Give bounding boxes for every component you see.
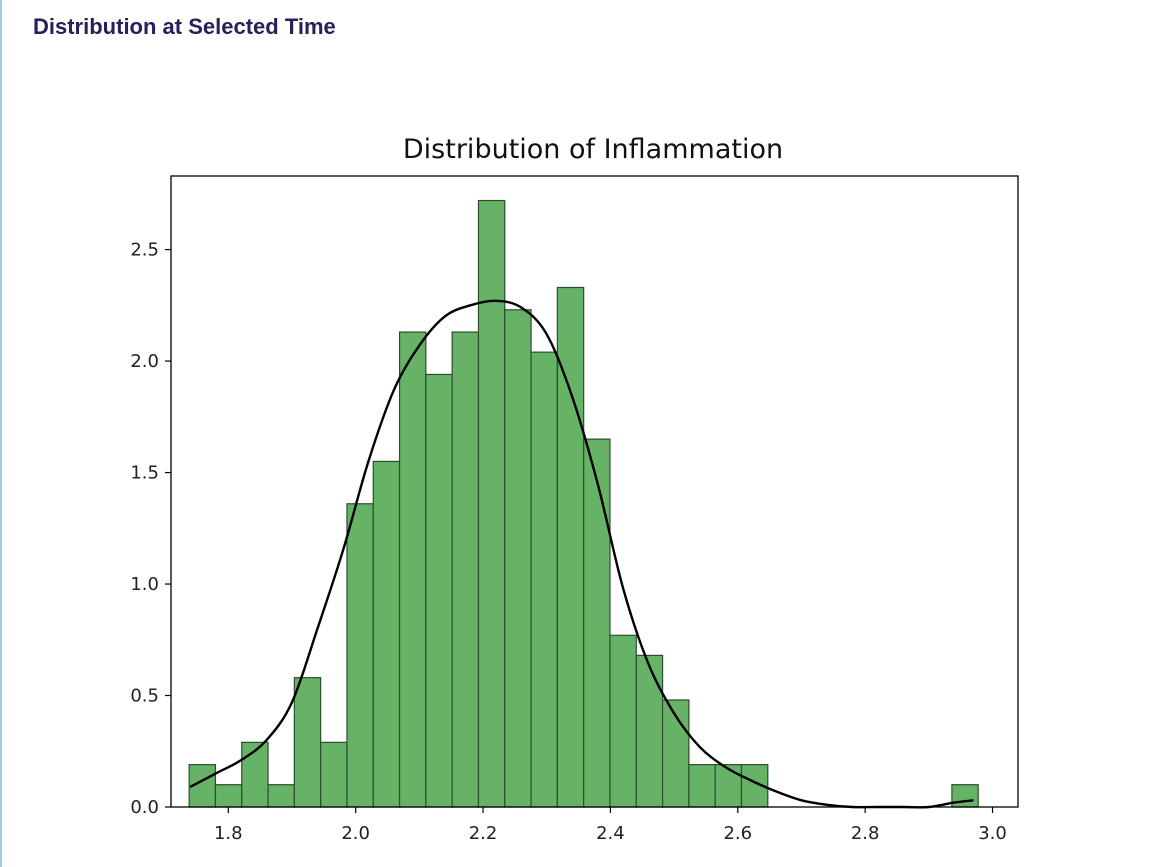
- histogram-bar: [372, 460, 401, 808]
- y-tick-label: 1.5: [130, 463, 159, 484]
- x-tick-label: 2.6: [723, 823, 752, 844]
- histogram-bar: [477, 199, 506, 808]
- histogram-bar: [398, 331, 427, 808]
- histogram-bar: [530, 351, 558, 808]
- axes-group: 1.8 2.0 2.2 2.4 2.6 2.8 3.0 0.0 0.5 1.0 1.5 2.0 2.5: [130, 175, 1019, 844]
- histogram-bar: [583, 438, 611, 808]
- histogram-bar: [241, 741, 269, 808]
- histogram-bar: [609, 634, 637, 808]
- x-tick-label: 2.4: [596, 823, 625, 844]
- plot-frame: [170, 175, 1019, 808]
- histogram-bar: [714, 764, 743, 808]
- y-tick-label: 0.0: [130, 797, 159, 818]
- histogram-bar: [320, 741, 348, 808]
- x-tick-label: 2.0: [341, 823, 370, 844]
- x-tick-label: 2.2: [469, 823, 498, 844]
- x-tick-label: 1.8: [214, 823, 243, 844]
- y-tick-label: 2.0: [130, 351, 159, 372]
- y-tick-label: 2.5: [130, 240, 159, 261]
- histogram-bar: [267, 784, 295, 808]
- histogram-bar: [346, 503, 374, 808]
- histogram-bar: [951, 784, 979, 808]
- histogram-bar: [214, 784, 243, 808]
- left-border: [0, 0, 2, 867]
- section-title: Distribution at Selected Time: [33, 14, 336, 39]
- y-tick-label: 1.0: [130, 574, 159, 595]
- chart-title: Distribution of Inflammation: [403, 134, 783, 165]
- histogram-bar: [556, 286, 585, 808]
- histogram-bar: [451, 331, 480, 808]
- y-tick-label: 0.5: [130, 686, 159, 707]
- histogram-bar: [635, 654, 664, 808]
- x-tick-label: 3.0: [978, 823, 1007, 844]
- histogram-bar: [425, 373, 453, 808]
- histogram-bar: [504, 309, 532, 808]
- histogram-bar: [688, 764, 716, 808]
- x-tick-label: 2.8: [851, 823, 880, 844]
- bars-group: [188, 199, 979, 808]
- histogram-bar: [293, 677, 322, 808]
